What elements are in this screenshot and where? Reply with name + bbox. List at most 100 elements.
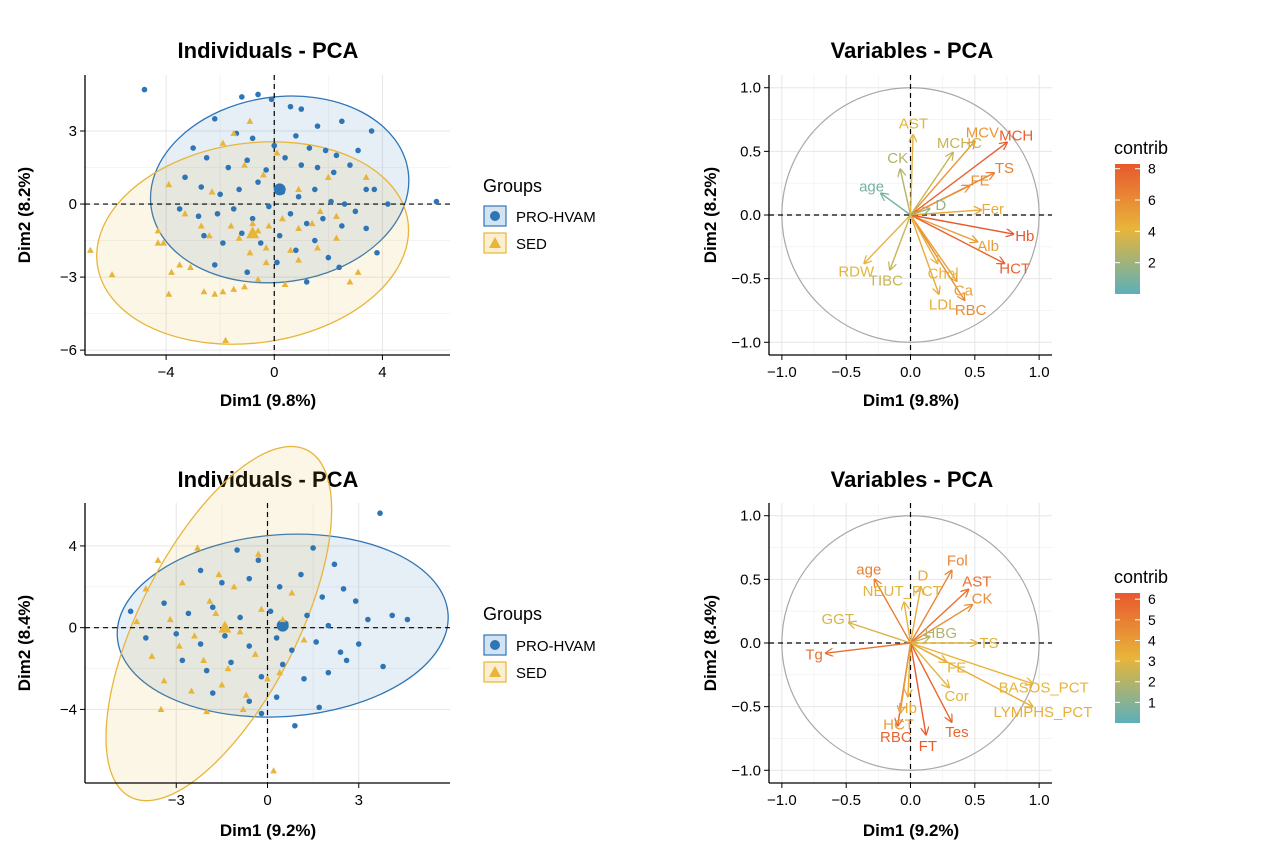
data-point-sed (281, 280, 289, 287)
variable-arrow (900, 642, 912, 713)
x-tick-label: 0.5 (964, 364, 985, 381)
data-point-pro-hvam (312, 237, 318, 244)
data-point-pro-hvam (347, 162, 353, 168)
legend-title: Groups (483, 604, 542, 624)
variable-arrow (911, 135, 914, 216)
variable-arrow (909, 153, 953, 216)
data-point-pro-hvam (274, 259, 280, 266)
data-point-pro-hvam (301, 675, 307, 682)
variable-arrow (910, 605, 973, 644)
variable-label: CK (972, 591, 993, 608)
data-point-pro-hvam (433, 198, 440, 205)
colorbar-tick-label: 2 (1148, 674, 1156, 690)
data-point-pro-hvam (304, 612, 310, 619)
data-point-sed (178, 579, 186, 586)
data-point-pro-hvam (203, 154, 210, 161)
legend-label-pro-hvam: PRO-HVAM (516, 209, 596, 226)
data-point-pro-hvam (255, 91, 261, 98)
data-point-pro-hvam (312, 186, 318, 193)
data-point-pro-hvam (236, 186, 242, 193)
colorbar-tick-label: 8 (1148, 161, 1156, 177)
data-point-pro-hvam (239, 230, 245, 237)
x-tick-label: 0.0 (900, 792, 921, 809)
x-tick-label: −1.0 (767, 364, 797, 381)
data-point-pro-hvam (214, 210, 221, 217)
data-point-pro-hvam (246, 575, 253, 582)
x-tick-label: 0 (270, 364, 278, 381)
data-point-sed (191, 632, 198, 639)
data-point-sed (265, 222, 273, 229)
data-point-sed (246, 117, 254, 124)
y-tick-label: −6 (60, 342, 77, 359)
data-point-pro-hvam (244, 269, 251, 276)
x-tick-label: 0.5 (964, 792, 985, 809)
y-tick-label: −1.0 (731, 334, 761, 351)
variable-label: Fol (947, 552, 968, 569)
data-point-sed (160, 239, 167, 246)
group-centroid-sed (218, 620, 232, 633)
data-point-pro-hvam (374, 249, 380, 256)
variable-label: GGT (822, 611, 855, 628)
data-point-pro-hvam (244, 157, 251, 164)
data-point-pro-hvam (257, 240, 264, 246)
x-tick-label: −0.5 (831, 364, 861, 381)
variable-arrow (909, 587, 921, 644)
data-point-pro-hvam (313, 639, 319, 645)
data-point-sed (166, 615, 174, 623)
data-point-pro-hvam (255, 179, 261, 185)
variable-label: Tes (945, 724, 968, 741)
data-point-sed (188, 687, 195, 694)
data-point-sed (219, 288, 227, 295)
variable-label: RBC (880, 729, 912, 746)
y-tick-label: −4 (60, 701, 77, 718)
groups-legend: Groups PRO-HVAM SED (483, 176, 596, 254)
data-point-pro-hvam (371, 186, 378, 193)
data-point-pro-hvam (336, 264, 342, 271)
circle-marker-icon (490, 211, 500, 221)
variable-label: HBG (925, 625, 958, 642)
data-point-pro-hvam (195, 213, 202, 220)
x-tick-label: 1.0 (1029, 792, 1050, 809)
chart-title: Variables - PCA (831, 38, 994, 63)
colorbar-ticks: 8 6 4 2 (1115, 161, 1156, 271)
data-point-pro-hvam (287, 210, 294, 217)
x-tick-label: 4 (378, 364, 386, 381)
data-point-pro-hvam (322, 147, 329, 154)
data-point-sed (212, 609, 220, 616)
variable-label: RBC (955, 302, 987, 319)
circle-marker-icon (490, 640, 500, 650)
variable-arrow (910, 186, 970, 216)
contrib-colorbar (1115, 164, 1140, 294)
data-point-pro-hvam (179, 657, 186, 664)
variable-label: CK (887, 150, 908, 167)
data-point-pro-hvam (325, 254, 332, 261)
y-axis-label: Dim2 (8.2%) (701, 167, 720, 263)
variable-arrow (910, 637, 930, 644)
data-point-sed (230, 285, 238, 292)
data-point-sed (236, 628, 244, 635)
confidence-ellipse (96, 141, 410, 345)
data-point-pro-hvam (339, 118, 345, 125)
data-point-pro-hvam (268, 96, 275, 103)
data-point-pro-hvam (279, 661, 286, 668)
plot-area: −3 0 3 4 0 −4 (60, 445, 450, 809)
data-point-sed (108, 271, 116, 278)
variable-label: FE (947, 660, 966, 677)
variable-arrow (909, 642, 926, 735)
colorbar-tick-label: 6 (1148, 591, 1156, 607)
data-point-sed (87, 246, 94, 253)
data-point-sed (154, 239, 162, 246)
data-point-sed (258, 605, 265, 612)
data-point-sed (181, 210, 189, 217)
colorbar-tick-label: 5 (1148, 612, 1156, 628)
data-point-pro-hvam (343, 657, 350, 664)
data-point-pro-hvam (141, 86, 148, 93)
data-point-pro-hvam (303, 220, 310, 227)
data-point-sed (168, 268, 175, 275)
data-point-sed (278, 215, 286, 222)
data-point-sed (288, 589, 296, 596)
data-point-sed (154, 556, 162, 563)
groups-legend: Groups PRO-HVAM SED (483, 604, 596, 683)
